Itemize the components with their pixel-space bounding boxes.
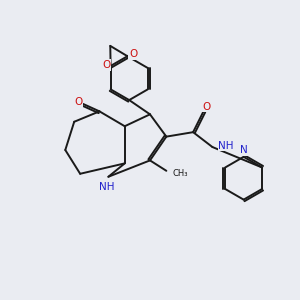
Text: NH: NH: [99, 182, 115, 192]
Text: O: O: [74, 98, 82, 107]
Text: O: O: [202, 102, 211, 112]
Text: CH₃: CH₃: [173, 169, 188, 178]
Text: O: O: [129, 49, 137, 59]
Text: N: N: [240, 145, 248, 155]
Text: O: O: [103, 60, 111, 70]
Text: NH: NH: [218, 140, 234, 151]
